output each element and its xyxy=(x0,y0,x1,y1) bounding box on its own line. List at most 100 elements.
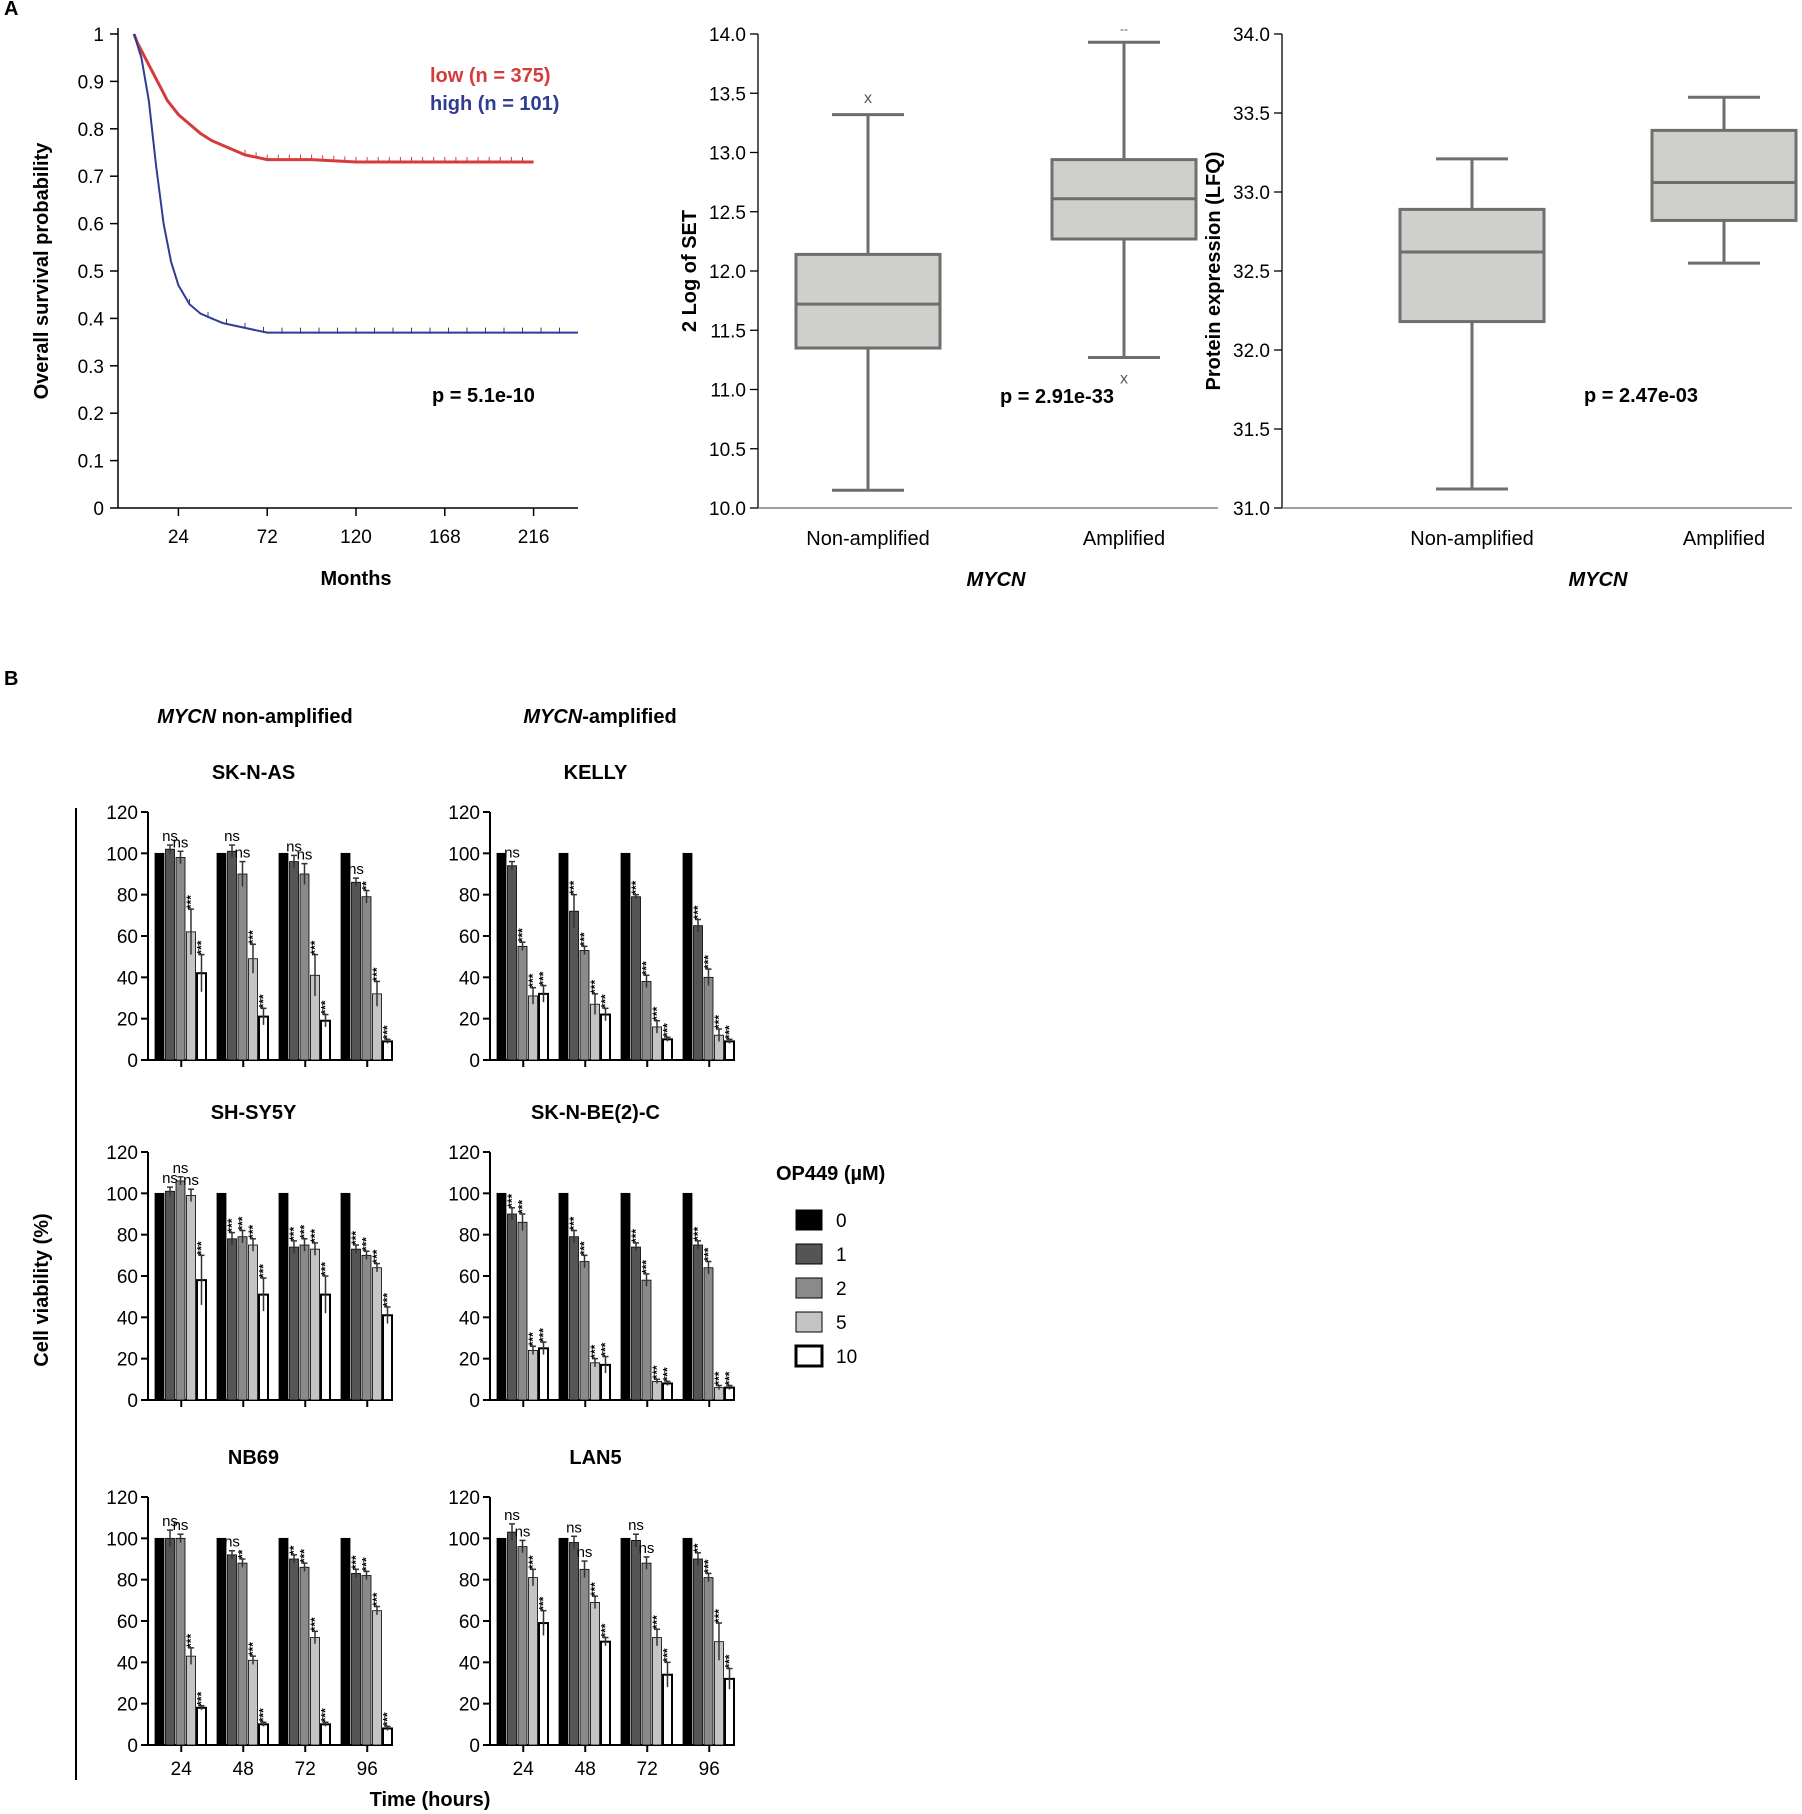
bar xyxy=(693,1244,703,1401)
panel-xtick-label: 24 xyxy=(513,1759,535,1780)
legend-swatch xyxy=(795,1311,823,1333)
significance-label: *** xyxy=(588,1582,602,1596)
panel-title: SK-N-AS xyxy=(212,762,295,784)
panel-ytick-label: 60 xyxy=(117,1267,138,1288)
bar-panel-sk-n-as: SK-N-AS020406080100120nsns******nsns****… xyxy=(106,762,394,1072)
km-ytick-label: 0.6 xyxy=(78,215,104,236)
significance-label: *** xyxy=(225,1218,239,1232)
km-p-value: p = 5.1e-10 xyxy=(432,385,535,407)
panel-ytick-label: 40 xyxy=(117,1308,138,1329)
bar xyxy=(507,1213,517,1401)
legend-label: 1 xyxy=(836,1245,847,1266)
panel-ytick-label: 0 xyxy=(127,1391,138,1412)
bar xyxy=(237,873,248,1061)
km-y-label: Overall survival probability xyxy=(31,142,53,400)
significance-label: *** xyxy=(381,1025,395,1039)
bar xyxy=(372,1267,382,1401)
panel-title: NB69 xyxy=(228,1447,279,1469)
panel-ytick-label: 60 xyxy=(117,927,138,948)
legend-swatch xyxy=(795,1209,823,1231)
panel-ytick-label: 20 xyxy=(459,1350,480,1371)
panel-ytick-label: 120 xyxy=(106,1488,138,1509)
panel-ytick-label: 80 xyxy=(117,1571,138,1592)
significance-label: ns xyxy=(162,828,178,845)
panel-xtick-label: 24 xyxy=(171,1759,193,1780)
significance-label: ns xyxy=(628,1517,644,1534)
significance-label: ns xyxy=(224,828,240,845)
bar-panel-sh-sy5y: SH-SY5Y020406080100120nsnsns************… xyxy=(106,1102,394,1412)
bar xyxy=(538,1622,549,1746)
significance-label: *** xyxy=(578,1241,592,1255)
km-ytick-label: 0.2 xyxy=(78,404,104,425)
panel-ytick-label: 40 xyxy=(459,1653,480,1674)
set-p-value: p = 2.91e-33 xyxy=(1000,386,1114,408)
bar xyxy=(579,950,590,1061)
significance-label: *** xyxy=(567,1216,581,1230)
lfq-iqr-box xyxy=(1650,128,1798,222)
legend-label: 0 xyxy=(836,1211,847,1232)
panel-title: SH-SY5Y xyxy=(211,1102,297,1124)
panel-ytick-label: 0 xyxy=(469,1051,480,1072)
significance-label: *** xyxy=(640,1260,654,1274)
km-legend-low: low (n = 375) xyxy=(430,65,551,87)
panel-ytick-label: 100 xyxy=(106,844,138,865)
significance-label: *** xyxy=(526,1555,540,1569)
bar xyxy=(216,1537,227,1746)
panel-ytick-label: 60 xyxy=(459,1612,480,1633)
bar xyxy=(248,1659,258,1746)
panel-xtick-label: 96 xyxy=(699,1759,720,1780)
panel-ytick-label: 40 xyxy=(117,1653,138,1674)
bar xyxy=(641,1562,652,1746)
lfq-x-label: MYCN xyxy=(1569,569,1628,591)
bar xyxy=(590,1362,600,1401)
significance-label: *** xyxy=(516,928,530,942)
significance-label: *** xyxy=(319,1262,333,1276)
km-xtick-label: 24 xyxy=(168,527,190,548)
significance-label: *** xyxy=(195,1241,209,1255)
significance-label: *** xyxy=(287,1227,301,1241)
bar xyxy=(154,1537,165,1746)
significance-label: ns xyxy=(235,845,251,862)
set-box-1 xyxy=(1050,40,1198,360)
panel-ytick-label: 80 xyxy=(117,1226,138,1247)
km-xtick-label: 168 xyxy=(429,527,461,548)
significance-label: *** xyxy=(360,1557,374,1571)
panel-ytick-label: 100 xyxy=(106,1529,138,1550)
significance-label: *** xyxy=(712,1015,726,1029)
km-series-high-line xyxy=(133,33,578,334)
km-ytick-label: 0.9 xyxy=(78,72,104,93)
bar xyxy=(641,1279,652,1401)
bar xyxy=(196,1706,207,1747)
bar xyxy=(165,1190,175,1401)
km-ytick-label: 0.8 xyxy=(78,120,104,141)
significance-label: *** xyxy=(195,940,209,954)
significance-label: *** xyxy=(319,1000,333,1014)
significance-label: ns xyxy=(515,1523,531,1540)
lfq-ytick-label: 34.0 xyxy=(1233,25,1270,46)
significance-label: *** xyxy=(370,967,384,981)
set-outlier-mark: x xyxy=(864,90,872,107)
significance-label: *** xyxy=(588,980,602,994)
significance-label: *** xyxy=(537,1328,551,1342)
bar xyxy=(693,1558,703,1746)
significance-label: ns xyxy=(297,847,313,864)
bar xyxy=(631,896,641,1061)
panel-ytick-label: 20 xyxy=(459,1695,480,1716)
significance-label: *** xyxy=(650,1615,664,1629)
bar xyxy=(227,850,237,1061)
bar xyxy=(569,1542,579,1746)
bar xyxy=(507,1531,517,1746)
significance-label: *** xyxy=(257,1264,271,1278)
significance-label: *** xyxy=(661,1648,675,1662)
significance-label: *** xyxy=(381,1712,395,1726)
b-y-label: Cell viability (%) xyxy=(31,1213,53,1366)
significance-label: *** xyxy=(360,1237,374,1251)
lfq-box-1 xyxy=(1650,95,1798,265)
lfq-y-label: Protein expression (LFQ) xyxy=(1203,152,1225,391)
bar xyxy=(310,1637,320,1746)
panel-ytick-label: 120 xyxy=(106,803,138,824)
set-xtick-label: Amplified xyxy=(1083,528,1165,550)
set-ytick-label: 14.0 xyxy=(709,25,746,46)
significance-label: *** xyxy=(319,1708,333,1722)
